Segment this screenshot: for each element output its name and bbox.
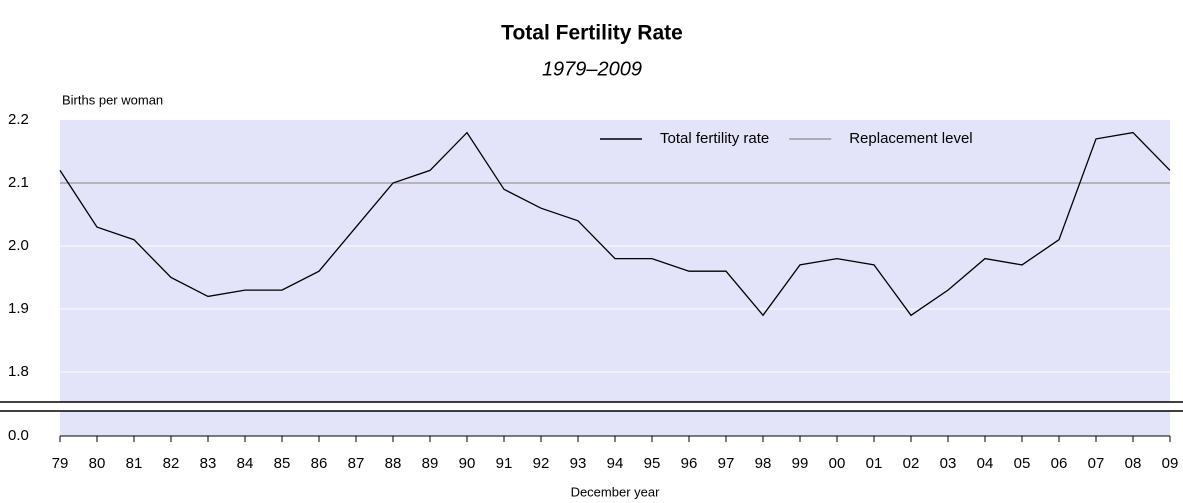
x-tick-label: 05: [1014, 455, 1031, 472]
x-tick-label: 99: [792, 455, 809, 472]
x-tick-label: 91: [496, 455, 513, 472]
x-tick-label: 85: [274, 455, 291, 472]
x-tick-label: 79: [52, 455, 69, 472]
x-tick-label: 96: [681, 455, 698, 472]
x-tick-label: 02: [903, 455, 920, 472]
x-tick-label: 80: [89, 455, 106, 472]
y-tick-label: 2.0: [8, 237, 29, 254]
x-tick-label: 86: [311, 455, 328, 472]
x-tick-label: 95: [644, 455, 661, 472]
legend-label: Replacement level: [849, 130, 972, 147]
series-line: [59, 131, 1171, 317]
x-tick-label: 92: [533, 455, 550, 472]
x-tick-label: 94: [607, 455, 624, 472]
chart-title: Total Fertility Rate: [501, 22, 683, 45]
y-axis-label: Births per woman: [62, 92, 163, 107]
x-tick-label: 83: [200, 455, 217, 472]
x-tick-label: 87: [348, 455, 365, 472]
axis-break-gap: [0, 402, 1183, 411]
x-tick-label: 07: [1088, 455, 1105, 472]
x-tick-label: 81: [126, 455, 143, 472]
x-tick-label: 89: [422, 455, 439, 472]
y-tick-label: 2.2: [8, 111, 29, 128]
legend-label: Total fertility rate: [660, 130, 769, 147]
x-tick-label: 06: [1051, 455, 1068, 472]
x-tick-label: 04: [977, 455, 994, 472]
x-tick-label: 88: [385, 455, 402, 472]
x-tick-label: 03: [940, 455, 957, 472]
y-tick-label: 0.0: [8, 427, 29, 444]
x-tick-label: 00: [829, 455, 846, 472]
x-tick-label: 82: [163, 455, 180, 472]
x-tick-label: 90: [459, 455, 476, 472]
y-tick-label: 1.9: [8, 300, 29, 317]
x-tick-label: 01: [866, 455, 883, 472]
x-tick-label: 84: [237, 455, 254, 472]
x-tick-label: 09: [1162, 455, 1179, 472]
chart-subtitle: 1979–2009: [542, 58, 642, 80]
x-tick-label: 97: [718, 455, 735, 472]
x-tick-label: 93: [570, 455, 587, 472]
y-tick-label: 1.8: [8, 363, 29, 380]
y-tick-label: 2.1: [8, 174, 29, 191]
x-axis-label: December year: [571, 484, 661, 499]
x-tick-label: 08: [1125, 455, 1142, 472]
plot-background: [60, 120, 1170, 436]
x-tick-label: 98: [755, 455, 772, 472]
